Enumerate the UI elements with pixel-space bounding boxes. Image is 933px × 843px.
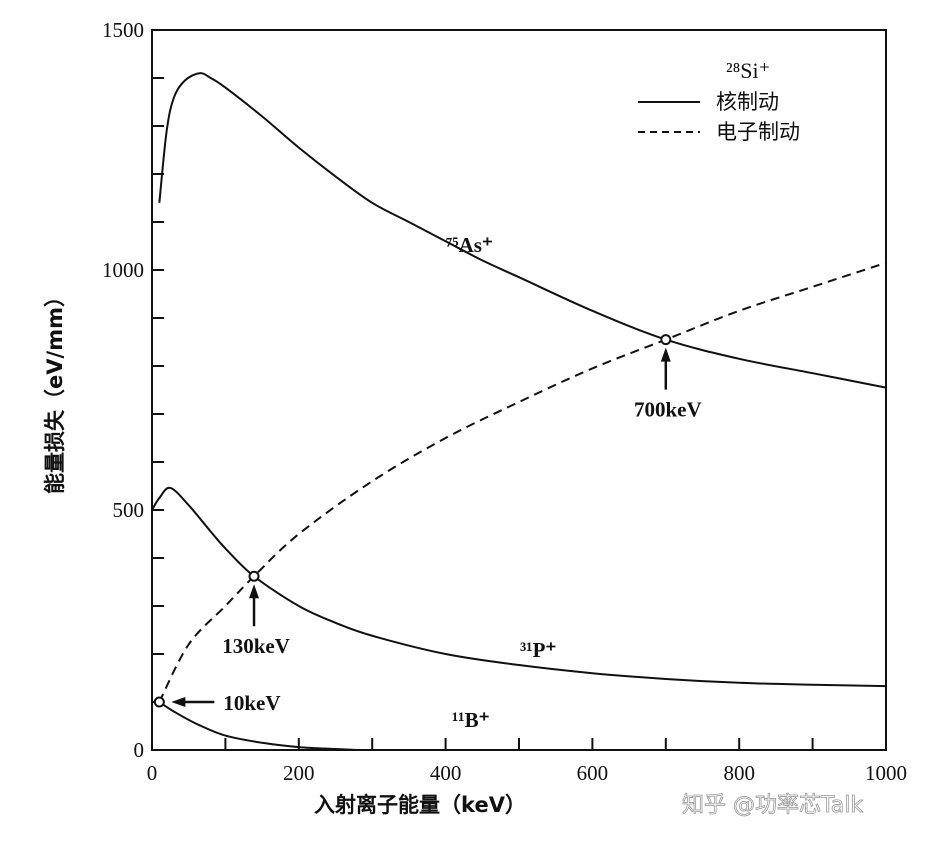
y-axis-label: 能量损失（eV/mm） (43, 286, 67, 494)
x-tick-label: 800 (723, 761, 755, 785)
y-tick-label: 0 (134, 738, 145, 762)
y-tick-label: 500 (113, 498, 145, 522)
series-label: ³¹P⁺ (520, 638, 557, 662)
legend-label-electronic: 电子制动 (716, 120, 800, 144)
series-electronic (158, 261, 887, 703)
x-tick-label: 600 (577, 761, 609, 785)
x-tick-label: 1000 (865, 761, 907, 785)
x-axis-label: 入射离子能量（keV） (314, 793, 526, 817)
arrow-head-icon (249, 584, 260, 599)
annotation-label: 700keV (634, 398, 702, 422)
watermark: 知乎 @功率芯Talk (682, 793, 863, 818)
legend-title: ²⁸Si⁺ (726, 58, 770, 83)
crossover-marker (153, 696, 165, 708)
y-tick-label: 1500 (102, 18, 144, 42)
series-p-nuclear (151, 486, 887, 688)
arrow-head-icon (660, 347, 671, 362)
arrow-head-icon (171, 697, 186, 707)
x-tick-label: 400 (430, 761, 462, 785)
plot-marks: ⁷⁵As⁺ ³¹P⁺ ¹¹B⁺ 10keV 130keV 700keV (151, 72, 887, 751)
series-label: ¹¹B⁺ (452, 708, 490, 732)
axes: 0 200 400 600 800 1000 0 500 1000 1500 (102, 18, 907, 785)
y-tick-label: 1000 (102, 258, 144, 282)
series-label: ⁷⁵As⁺ (446, 233, 493, 257)
legend: ²⁸Si⁺ 核制动 电子制动 (638, 58, 800, 144)
x-tick-label: 0 (147, 761, 158, 785)
legend-label-nuclear: 核制动 (716, 90, 779, 114)
annotation-label: 130keV (222, 634, 290, 658)
series-b-nuclear (158, 701, 358, 751)
crossover-marker (248, 570, 260, 582)
annotation-label: 10keV (223, 691, 280, 715)
x-tick-label: 200 (283, 761, 315, 785)
crossover-marker (660, 334, 672, 346)
